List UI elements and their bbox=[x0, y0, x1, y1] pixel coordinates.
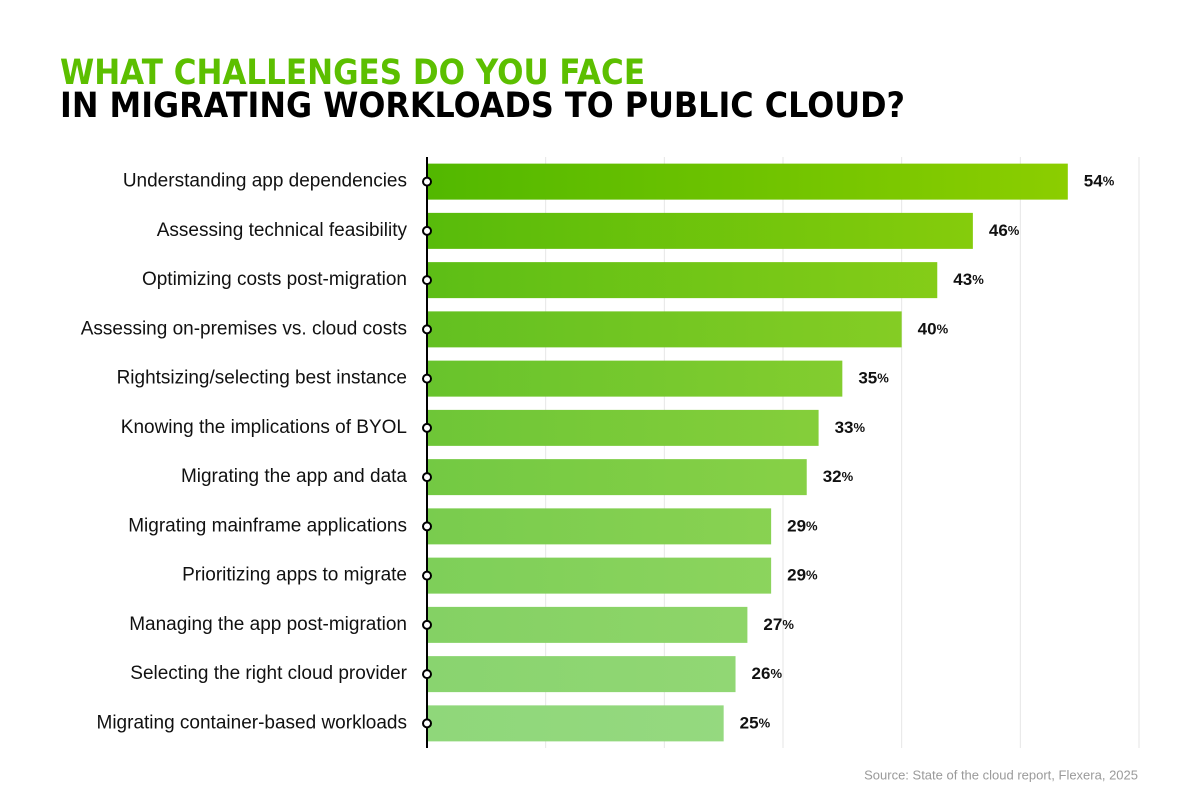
category-label: Rightsizing/selecting best instance bbox=[117, 368, 407, 389]
category-label: Optimizing costs post-migration bbox=[142, 269, 407, 290]
value-label: 43% bbox=[953, 271, 984, 290]
category-label: Migrating mainframe applications bbox=[128, 515, 407, 536]
bar bbox=[427, 705, 724, 742]
bar bbox=[427, 606, 748, 643]
value-label: 26% bbox=[752, 665, 783, 684]
bar bbox=[427, 311, 902, 348]
chart-title: IN MIGRATING WORKLOADS TO PUBLIC CLOUD? bbox=[60, 86, 905, 126]
category-label: Migrating container-based workloads bbox=[97, 712, 408, 733]
axis-marker bbox=[422, 422, 432, 433]
axis-marker bbox=[422, 176, 432, 187]
category-label: Selecting the right cloud provider bbox=[130, 663, 407, 684]
chart-title: WHAT CHALLENGES DO YOU FACE bbox=[60, 53, 645, 93]
axis-marker bbox=[422, 718, 432, 729]
category-label: Understanding app dependencies bbox=[123, 171, 407, 192]
category-label: Migrating the app and data bbox=[181, 466, 407, 487]
category-label: Knowing the implications of BYOL bbox=[121, 417, 407, 438]
value-label: 27% bbox=[763, 615, 794, 634]
value-label: 33% bbox=[835, 418, 866, 437]
category-label: Managing the app post-migration bbox=[129, 614, 407, 635]
value-label: 25% bbox=[740, 714, 771, 733]
axis-marker bbox=[422, 373, 432, 384]
axis-marker bbox=[422, 521, 432, 532]
bar bbox=[427, 409, 819, 446]
category-label: Assessing technical feasibility bbox=[157, 220, 408, 241]
value-label: 29% bbox=[787, 566, 818, 585]
bar bbox=[427, 212, 973, 249]
category-label: Assessing on-premises vs. cloud costs bbox=[81, 318, 407, 339]
value-label: 35% bbox=[858, 369, 889, 388]
value-label: 40% bbox=[918, 320, 949, 339]
bar bbox=[427, 508, 772, 545]
axis-marker bbox=[422, 669, 432, 680]
bar bbox=[427, 459, 807, 496]
bar bbox=[427, 163, 1068, 200]
value-label: 29% bbox=[787, 517, 818, 536]
axis-marker bbox=[422, 570, 432, 581]
source-note: Source: State of the cloud report, Flexe… bbox=[864, 767, 1138, 782]
axis-marker bbox=[422, 472, 432, 483]
axis-marker bbox=[422, 275, 432, 286]
category-label: Prioritizing apps to migrate bbox=[182, 565, 407, 586]
bar bbox=[427, 656, 736, 693]
axis-marker bbox=[422, 324, 432, 335]
value-label: 54% bbox=[1084, 172, 1115, 191]
axis-marker bbox=[422, 225, 432, 236]
bar bbox=[427, 360, 843, 397]
value-label: 32% bbox=[823, 468, 854, 487]
bar bbox=[427, 262, 938, 299]
axis-marker bbox=[422, 619, 432, 630]
value-label: 46% bbox=[989, 221, 1020, 240]
bar bbox=[427, 557, 772, 594]
